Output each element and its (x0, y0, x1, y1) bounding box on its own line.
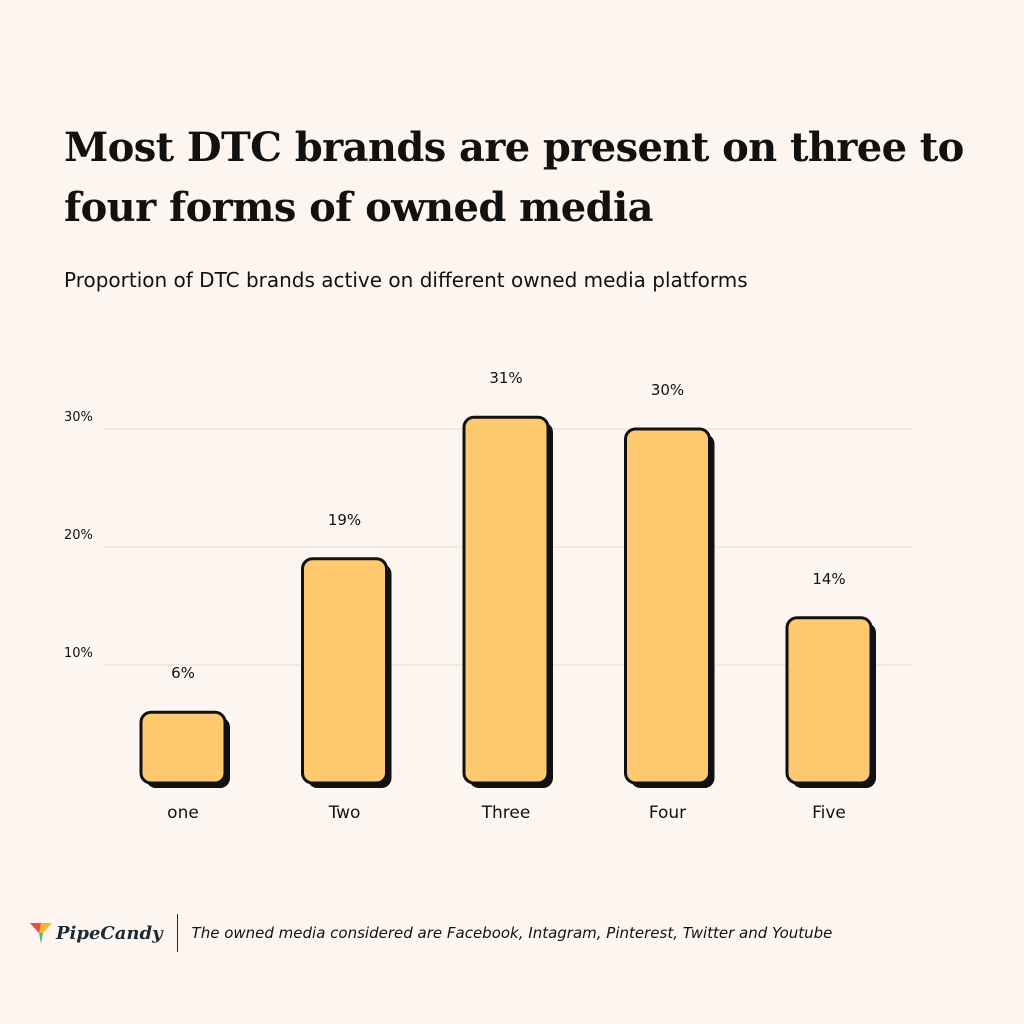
chart-title: Most DTC brands are present on three to … (64, 124, 964, 231)
y-tick-label: 10% (64, 646, 93, 661)
y-tick-label: 30% (64, 410, 93, 425)
data-label: 31% (489, 369, 522, 387)
data-label: 19% (328, 511, 361, 529)
footer-divider (176, 914, 178, 952)
bar (462, 415, 550, 785)
bar (139, 710, 227, 785)
bar-chart: 10% 20% 30% 6% one 19% Two 31% Three 30% Four 14% Fi… (64, 369, 912, 823)
footnote: The owned media considered are Facebook,… (191, 924, 833, 942)
x-tick-label: Four (649, 803, 686, 823)
chart-subtitle: Proportion of DTC brands active on diffe… (64, 268, 748, 292)
data-label: 6% (171, 664, 195, 682)
y-tick-label: 20% (64, 528, 93, 543)
x-tick-label: Three (481, 803, 531, 823)
bar (301, 557, 388, 785)
x-tick-label: one (167, 803, 199, 823)
bar (624, 427, 711, 785)
footer: PipeCandy The owned media considered are… (30, 912, 832, 954)
x-tick-label: Two (328, 803, 361, 823)
pipecandy-logo-icon (30, 923, 52, 944)
data-label: 14% (812, 570, 845, 588)
x-tick-label: Five (812, 803, 846, 823)
data-label: 30% (651, 381, 684, 399)
bar (785, 616, 873, 785)
brand-logo-text: PipeCandy (56, 922, 163, 944)
